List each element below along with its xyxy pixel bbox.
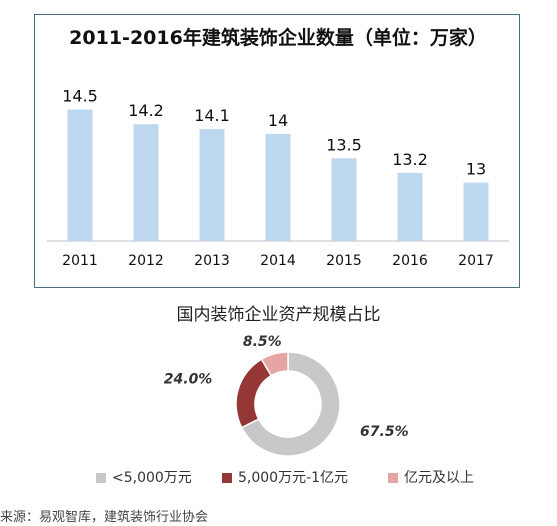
- pie-legend: <5,000万元 5,000万元-1亿元 亿元及以上: [96, 468, 536, 488]
- legend-swatch-small: [96, 473, 106, 483]
- bar-value-label: 13.5: [326, 135, 362, 154]
- x-tick-label: 2012: [128, 253, 164, 269]
- bar-2017: [463, 182, 489, 241]
- bar-2014: [265, 133, 291, 241]
- slice-large: [260, 351, 289, 377]
- legend-label-large: 亿元及以上: [404, 470, 474, 486]
- legend-item-large: 亿元及以上: [388, 468, 474, 488]
- slice-medium: [235, 358, 273, 429]
- bar-2016: [397, 172, 423, 241]
- bar-chart-panel: 2011-2016年建筑装饰企业数量（单位：万家） 14.5 2011 14.2 20…: [34, 14, 520, 288]
- x-tick-label: 2011: [62, 253, 98, 269]
- x-tick-label: 2015: [326, 253, 362, 269]
- slice-label-medium: 24.0%: [164, 371, 213, 387]
- bar-2012: [133, 124, 159, 241]
- slice-label-large: 8.5%: [243, 334, 282, 350]
- slice-label-small: 67.5%: [360, 424, 409, 440]
- legend-label-medium: 5,000万元-1亿元: [238, 470, 349, 486]
- bar-value-label: 14.2: [128, 101, 164, 120]
- bar-value-label: 13.2: [392, 150, 428, 169]
- x-tick-label: 2013: [194, 253, 230, 269]
- bar-value-label: 14.5: [62, 87, 98, 106]
- bar-2013: [199, 129, 225, 241]
- bar-2011: [67, 109, 93, 241]
- pie-chart-title: 国内装饰企业资产规模占比: [176, 305, 381, 325]
- legend-label-small: <5,000万元: [112, 470, 192, 486]
- x-tick-label: 2017: [458, 253, 494, 269]
- legend-item-medium: 5,000万元-1亿元: [222, 468, 348, 488]
- bar-chart: 14.5 2011 14.2 2012 14.1 2013 14 2014 13.5 2015 13…: [47, 87, 509, 269]
- bar-value-label: 13: [466, 160, 486, 179]
- x-tick-label: 2016: [392, 253, 428, 269]
- slice-small: [240, 351, 341, 457]
- bar-value-label: 14: [268, 111, 288, 130]
- source-note: 来源：易观智库，建筑装饰行业协会: [0, 510, 209, 525]
- bar-chart-title: 2011-2016年建筑装饰企业数量（单位：万家）: [69, 27, 487, 49]
- x-tick-label: 2014: [260, 253, 296, 269]
- bar-2015: [331, 158, 357, 241]
- legend-swatch-medium: [222, 473, 232, 483]
- bar-value-label: 14.1: [194, 106, 230, 125]
- legend-swatch-large: [388, 473, 398, 483]
- legend-item-small: <5,000万元: [96, 468, 192, 488]
